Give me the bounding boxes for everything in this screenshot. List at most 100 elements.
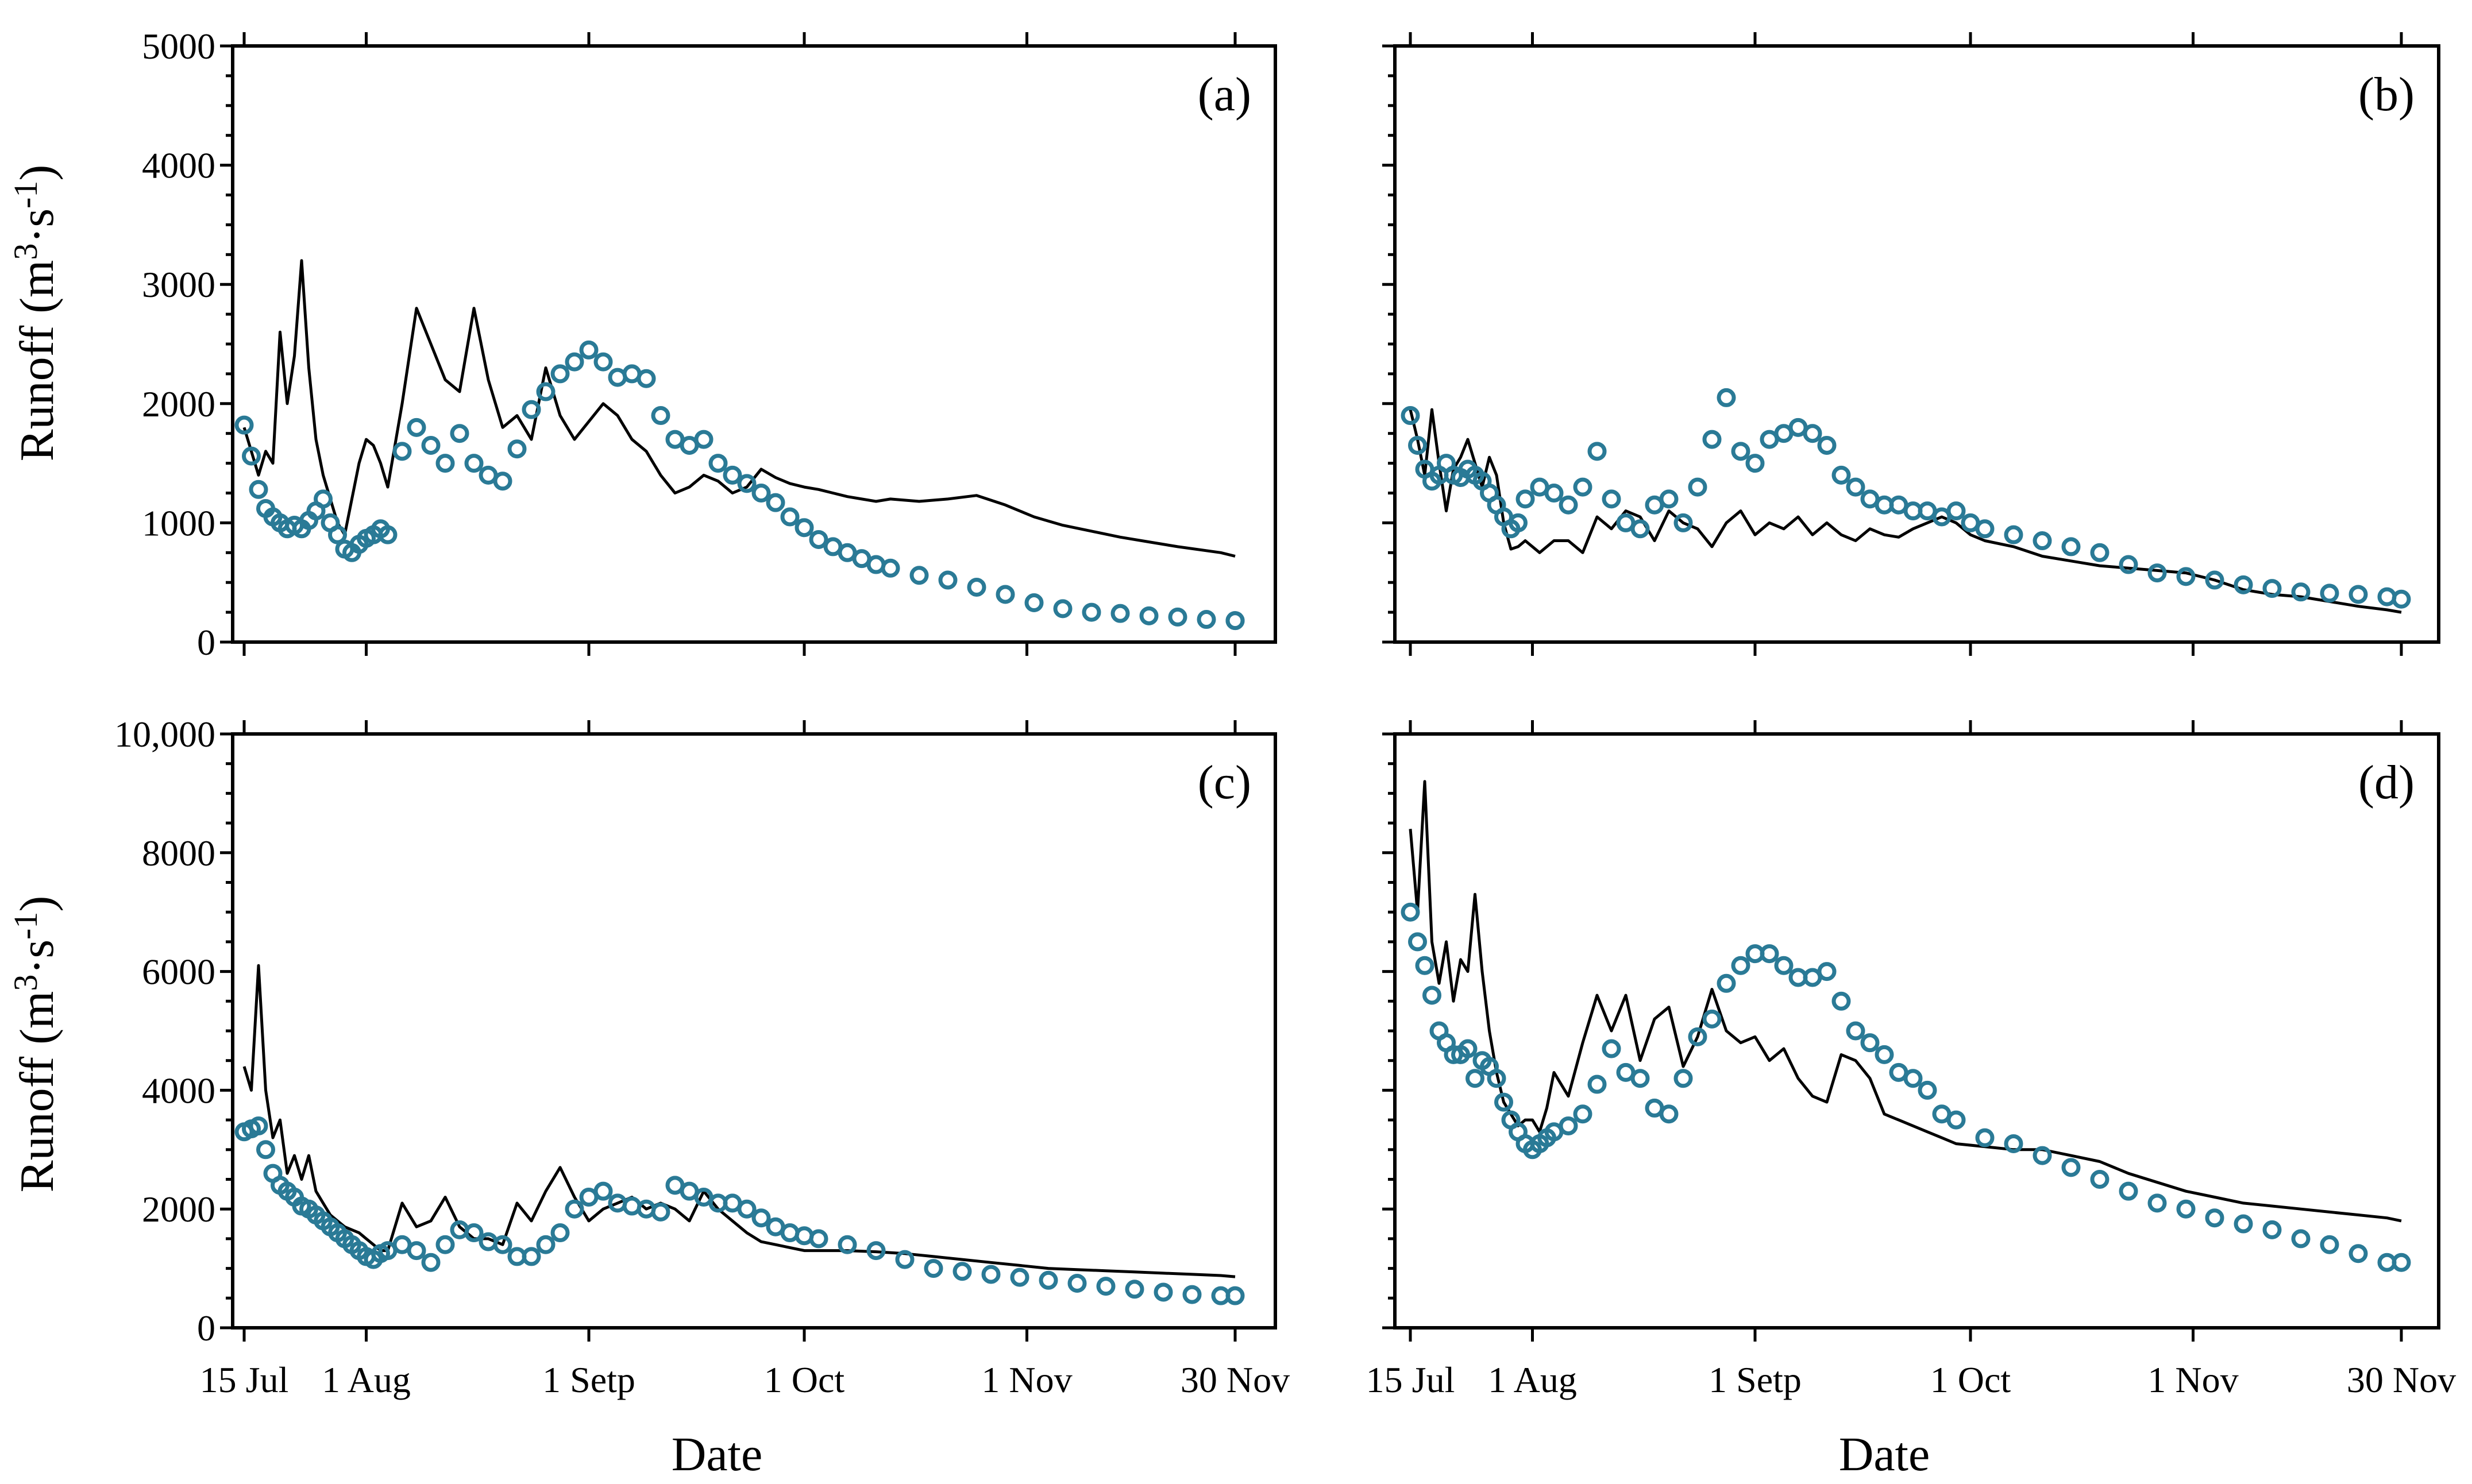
y-tick-label: 6000 bbox=[142, 952, 215, 992]
observed-data-point bbox=[737, 474, 757, 493]
x-tick-label: 1 Oct bbox=[1930, 1359, 2011, 1400]
observed-data-point bbox=[522, 1247, 541, 1266]
observed-data-point bbox=[1602, 1039, 1621, 1058]
observed-data-point bbox=[1817, 962, 1837, 981]
observed-data-point bbox=[1139, 606, 1159, 625]
observed-data-point bbox=[952, 1262, 972, 1281]
observed-data-point bbox=[1731, 956, 1750, 975]
observed-data-point bbox=[2176, 1199, 2196, 1219]
observed-data-point bbox=[1125, 1280, 1144, 1299]
observed-data-point bbox=[2291, 1229, 2311, 1249]
x-tick-label: 30 Nov bbox=[1181, 1359, 1290, 1400]
observed-data-point bbox=[464, 1223, 484, 1243]
observed-data-point bbox=[256, 1140, 275, 1160]
observed-data-point bbox=[1225, 611, 1245, 631]
simulated-series-line bbox=[1409, 408, 2402, 614]
y-tick-label: 2000 bbox=[142, 1189, 215, 1230]
observed-data-point bbox=[981, 1265, 1001, 1284]
observed-data-point bbox=[924, 1259, 943, 1278]
observed-data-point bbox=[2205, 570, 2224, 590]
y-tick-label: 4000 bbox=[142, 1070, 215, 1111]
panel-label: (c) bbox=[1198, 756, 1251, 809]
observed-data-point bbox=[2320, 1235, 2339, 1254]
observed-data-point bbox=[2090, 1170, 2110, 1189]
observed-data-point bbox=[1408, 435, 1427, 455]
observed-data-point bbox=[1067, 1273, 1087, 1293]
observed-data-point bbox=[507, 439, 527, 459]
plot-frame bbox=[1393, 732, 2440, 1330]
observed-data-point bbox=[2392, 1253, 2411, 1272]
observed-data-point bbox=[2147, 563, 2167, 583]
observed-data-point bbox=[2320, 583, 2339, 603]
observed-data-point bbox=[242, 446, 261, 466]
observed-data-point bbox=[651, 406, 670, 426]
observed-data-point bbox=[421, 435, 441, 455]
observed-data-point bbox=[1760, 944, 1779, 964]
observed-data-point bbox=[1731, 442, 1750, 461]
observed-data-point bbox=[249, 480, 268, 499]
observed-data-point bbox=[392, 442, 412, 461]
observed-data-point bbox=[1659, 489, 1679, 509]
x-tick-label: 1 Setp bbox=[542, 1359, 635, 1400]
panel-b: (b) bbox=[1382, 32, 2440, 656]
observed-data-point bbox=[1401, 902, 1420, 922]
y-tick-label: 2000 bbox=[142, 384, 215, 424]
observed-data-point bbox=[2119, 1181, 2138, 1201]
observed-data-point bbox=[1673, 513, 1693, 532]
x-tick-label: 1 Aug bbox=[322, 1359, 411, 1400]
observed-data-point bbox=[1673, 1069, 1693, 1088]
observed-data-point bbox=[780, 507, 800, 527]
observed-data-point bbox=[593, 352, 613, 372]
observed-data-point bbox=[1573, 1104, 1592, 1124]
observed-data-point bbox=[637, 369, 656, 388]
observed-data-point bbox=[421, 1253, 441, 1272]
observed-data-point bbox=[967, 578, 986, 597]
observed-data-point bbox=[1903, 1069, 1923, 1088]
observed-data-point bbox=[1846, 1021, 1865, 1041]
observed-data-point bbox=[565, 352, 584, 372]
observed-data-point bbox=[694, 430, 714, 449]
observed-data-point bbox=[2061, 537, 2081, 556]
observed-data-point bbox=[1831, 465, 1851, 485]
panel-label: (d) bbox=[2358, 756, 2415, 809]
simulated-series-line bbox=[1409, 780, 2402, 1223]
observed-data-point bbox=[809, 530, 828, 549]
observed-data-point bbox=[2234, 1214, 2253, 1234]
observed-data-point bbox=[1010, 1267, 1029, 1287]
observed-data-point bbox=[1559, 1116, 1578, 1135]
observed-data-point bbox=[1745, 454, 1765, 473]
observed-data-point bbox=[1688, 1027, 1707, 1046]
observed-data-point bbox=[1630, 519, 1650, 539]
observed-data-point bbox=[1946, 501, 1966, 521]
y-tick-label: 0 bbox=[197, 1308, 215, 1348]
observed-data-point bbox=[1803, 424, 1822, 443]
observed-data-point bbox=[1509, 513, 1528, 532]
observed-data-point bbox=[464, 454, 484, 473]
observed-data-point bbox=[1110, 604, 1130, 623]
x-tick-label: 30 Nov bbox=[2347, 1359, 2456, 1400]
observed-data-point bbox=[1975, 519, 1995, 539]
observed-data-point bbox=[751, 1208, 771, 1228]
observed-data-point bbox=[1559, 495, 1578, 515]
observed-data-point bbox=[1168, 607, 1187, 627]
observed-data-point bbox=[1975, 1128, 1995, 1147]
observed-data-point bbox=[435, 454, 455, 473]
x-tick-label: 1 Oct bbox=[764, 1359, 845, 1400]
observed-data-point bbox=[2205, 1208, 2224, 1228]
observed-data-point bbox=[1422, 986, 1441, 1005]
observed-data-point bbox=[1024, 593, 1044, 612]
observed-data-point bbox=[579, 340, 599, 360]
simulated-series-line bbox=[242, 964, 1236, 1278]
y-tick-label: 10,000 bbox=[114, 714, 215, 755]
x-tick-label: 1 Nov bbox=[981, 1359, 1072, 1400]
observed-data-point bbox=[536, 382, 556, 401]
observed-data-point bbox=[2234, 575, 2253, 594]
observed-data-point bbox=[1082, 602, 1101, 622]
observed-data-point bbox=[708, 454, 728, 473]
panel-a: 0 1000 2000 3000 4000 5000 (a) bbox=[142, 26, 1277, 663]
observed-data-point bbox=[2004, 1134, 2023, 1153]
observed-data-point bbox=[1630, 1069, 1650, 1088]
observed-data-point bbox=[1702, 1009, 1722, 1029]
observed-data-point bbox=[1487, 1069, 1506, 1088]
observed-data-point bbox=[1817, 435, 1837, 455]
